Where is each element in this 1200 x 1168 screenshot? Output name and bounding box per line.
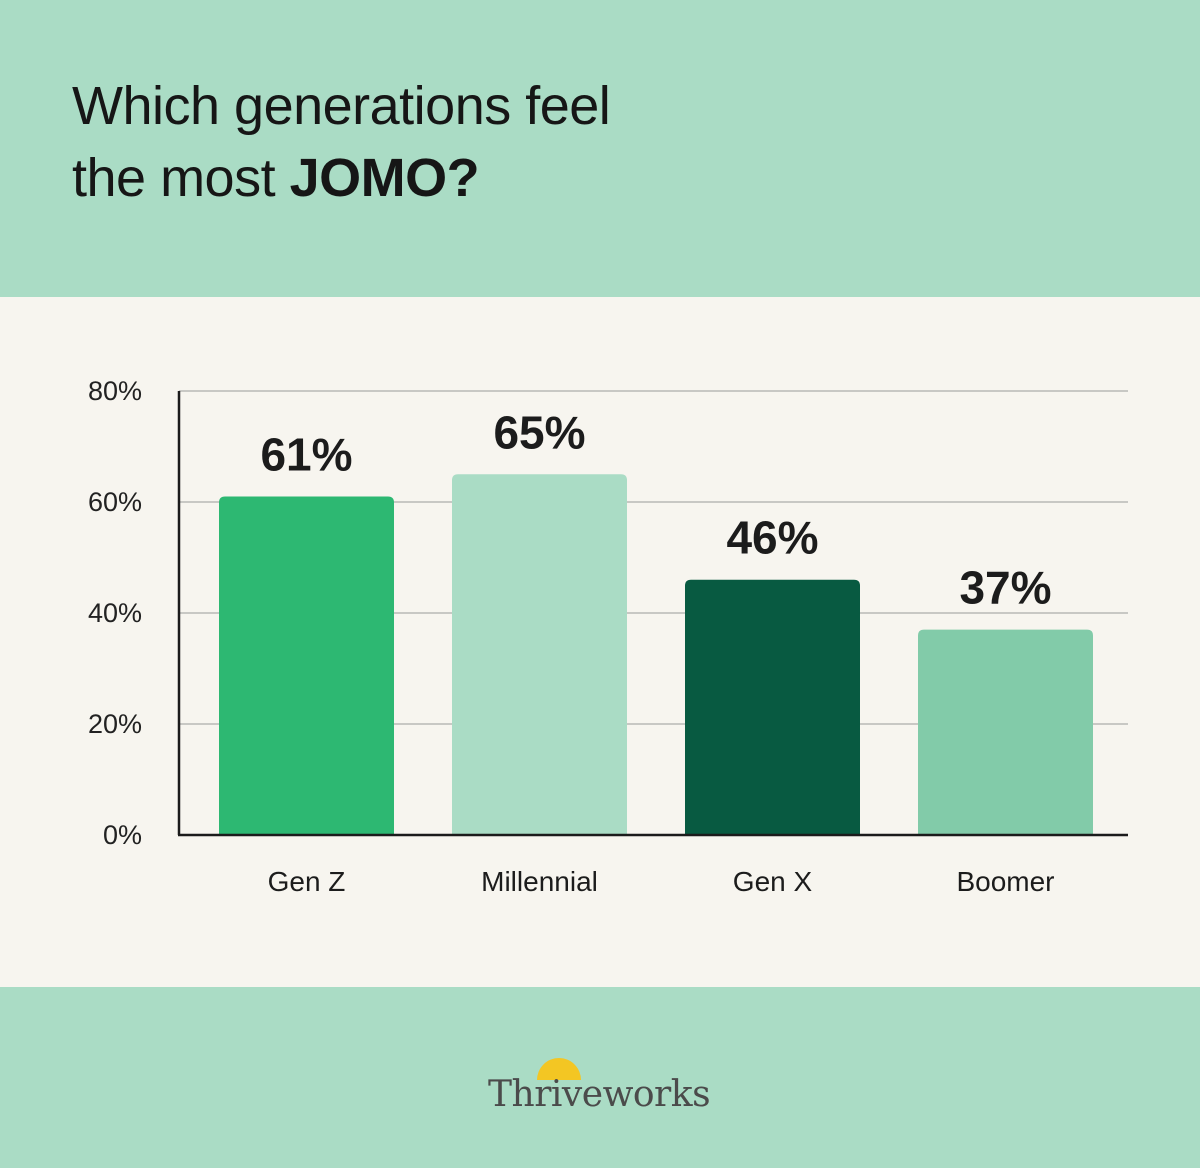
bar-gen-z — [219, 496, 394, 835]
y-tick-label: 20% — [88, 709, 142, 739]
header-band: Which generations feel the most JOMO? — [0, 0, 1200, 297]
title-line-2-prefix: the most — [72, 148, 290, 208]
chart-title: Which generations feel the most JOMO? — [72, 70, 611, 214]
data-label: 46% — [726, 512, 818, 564]
y-tick-label: 80% — [88, 376, 142, 406]
y-tick-label: 0% — [103, 820, 142, 850]
sun-icon — [537, 1058, 581, 1080]
y-tick-label: 40% — [88, 598, 142, 628]
x-category-label: Boomer — [956, 866, 1054, 897]
bar-millennial — [452, 474, 627, 835]
y-tick-label: 60% — [88, 487, 142, 517]
data-label: 37% — [959, 562, 1051, 614]
footer-band — [0, 987, 1200, 1168]
bar-boomer — [918, 629, 1093, 835]
brand-logo: Thriveworks — [488, 1058, 718, 1118]
x-category-label: Millennial — [481, 866, 598, 897]
title-emphasis: JOMO? — [289, 148, 480, 208]
data-label: 61% — [260, 428, 352, 480]
bar-gen-x — [685, 579, 860, 835]
bar-chart: 0% 20% 40% 60% 80% 61% Gen Z 65% Millennial 46% Ge… — [88, 376, 1128, 897]
x-category-label: Gen Z — [268, 866, 346, 897]
title-line-1: Which generations feel — [72, 76, 611, 136]
title-line-2: the most JOMO? — [72, 142, 610, 214]
data-label: 65% — [493, 406, 585, 458]
x-category-label: Gen X — [733, 866, 813, 897]
brand-name: Thriveworks — [488, 1074, 711, 1115]
